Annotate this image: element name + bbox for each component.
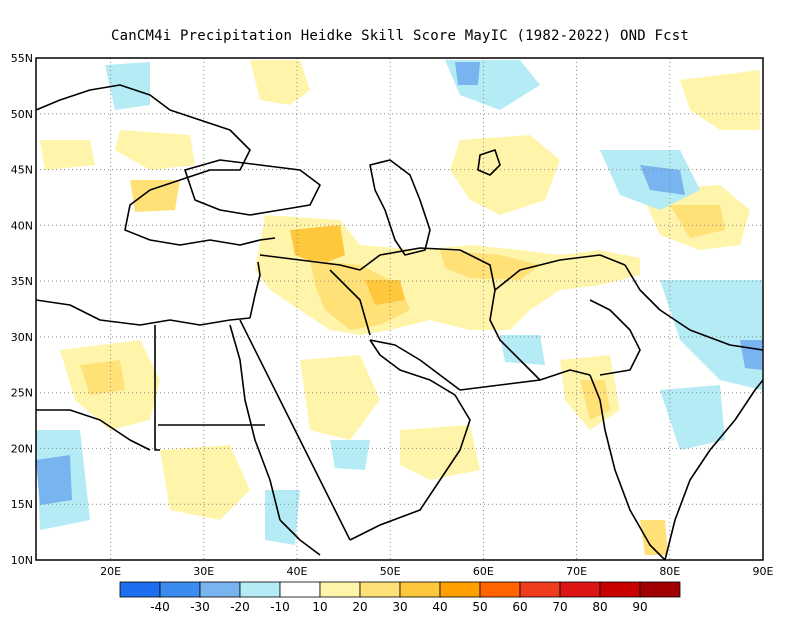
- lon-tick-label: 60E: [473, 565, 494, 578]
- negative-skill-region: [660, 385, 725, 450]
- negative-skill-region: [660, 280, 762, 390]
- positive-skill-region: [450, 135, 560, 215]
- positive-skill-region: [300, 355, 380, 440]
- colorbar-label: -10: [270, 600, 290, 614]
- positive-skill-region: [290, 225, 345, 265]
- lat-tick-label: 50N: [11, 108, 33, 121]
- lat-tick-label: 35N: [11, 275, 33, 288]
- lat-tick-label: 10N: [11, 554, 33, 567]
- lon-tick-label: 40E: [286, 565, 307, 578]
- colorbar-swatch: [199, 581, 241, 598]
- colorbar-swatch: [399, 581, 441, 598]
- negative-skill-region: [500, 335, 545, 365]
- positive-skill-region: [115, 130, 195, 170]
- lat-tick-label: 45N: [11, 164, 33, 177]
- positive-skill-region: [40, 140, 95, 170]
- colorbar-label: 80: [592, 600, 607, 614]
- lon-tick-label: 90E: [753, 565, 774, 578]
- colorbar-label: 20: [352, 600, 367, 614]
- colorbar-swatch: [439, 581, 481, 598]
- negative-skill-region: [36, 455, 72, 505]
- colorbar-label: 60: [512, 600, 527, 614]
- map-title: CanCM4i Precipitation Heidke Skill Score…: [110, 28, 690, 44]
- colorbar-label: 40: [432, 600, 447, 614]
- negative-skill-region: [265, 490, 300, 545]
- colorbar-swatch: [519, 581, 561, 598]
- lat-tick-label: 40N: [11, 219, 33, 232]
- colorbar-label: 30: [392, 600, 407, 614]
- positive-skill-region: [160, 445, 250, 520]
- longitude-axis: 20E 30E 40E 50E 60E 70E 80E 90E: [100, 565, 773, 578]
- positive-skill-region: [310, 260, 410, 330]
- colorbar-swatch: [279, 581, 321, 598]
- lon-tick-label: 70E: [566, 565, 587, 578]
- positive-skill-region: [400, 425, 480, 480]
- colorbar-swatch: [319, 581, 361, 598]
- latitude-axis: 10N 15N 20N 25N 30N 35N 40N 45N 50N 55N: [11, 52, 33, 567]
- colorbar-label: 90: [632, 600, 647, 614]
- plot-frame: [35, 57, 764, 561]
- colorbar-label: 70: [552, 600, 567, 614]
- colorbar-label: -20: [230, 600, 250, 614]
- colorbar-label: -40: [150, 600, 170, 614]
- coastlines: [36, 84, 763, 560]
- lat-tick-label: 30N: [11, 331, 33, 344]
- positive-skill-region: [250, 60, 310, 105]
- colorbar-swatch: [599, 581, 641, 598]
- lon-tick-label: 50E: [380, 565, 401, 578]
- colorbar-swatch: [159, 581, 201, 598]
- colorbar-swatch: [239, 581, 281, 598]
- skill-shading: [36, 60, 762, 555]
- positive-skill-region: [80, 360, 125, 395]
- colorbar-swatch: [119, 581, 161, 598]
- lon-tick-label: 30E: [193, 565, 214, 578]
- colorbar-swatch: [559, 581, 601, 598]
- colorbar: -40 -30 -20 -10 10 20 30 40 50 60 70 80 90: [119, 581, 681, 614]
- negative-skill-region: [640, 165, 685, 195]
- lat-tick-label: 25N: [11, 387, 33, 400]
- positive-skill-region: [365, 280, 405, 305]
- positive-skill-region: [580, 380, 610, 420]
- negative-skill-region: [330, 440, 370, 470]
- colorbar-swatch: [479, 581, 521, 598]
- negative-skill-region: [455, 62, 480, 85]
- colorbar-label: -30: [190, 600, 210, 614]
- positive-skill-region: [130, 180, 180, 212]
- positive-skill-region: [680, 70, 760, 130]
- colorbar-label: 50: [472, 600, 487, 614]
- lat-tick-label: 15N: [11, 498, 33, 511]
- lon-tick-label: 80E: [659, 565, 680, 578]
- colorbar-label: 10: [312, 600, 327, 614]
- negative-skill-region: [105, 62, 150, 110]
- lat-tick-label: 20N: [11, 442, 33, 455]
- colorbar-swatch: [639, 581, 681, 598]
- lon-tick-label: 20E: [100, 565, 121, 578]
- positive-skill-region: [670, 205, 725, 238]
- lat-tick-label: 55N: [11, 52, 33, 65]
- positive-skill-region: [640, 520, 668, 555]
- colorbar-swatch: [359, 581, 401, 598]
